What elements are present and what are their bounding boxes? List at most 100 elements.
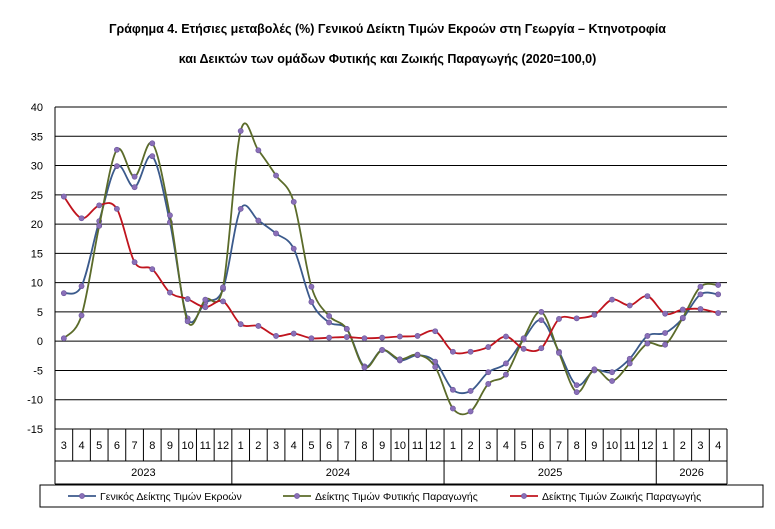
data-point-series-2 (538, 309, 545, 315)
x-tick-label: 6 (538, 440, 544, 452)
data-point-series-2 (697, 283, 704, 290)
data-point-series-3 (662, 310, 669, 317)
legend-swatch-marker (294, 493, 300, 499)
data-point-series-2 (644, 340, 651, 347)
x-tick-label: 5 (521, 440, 527, 452)
data-point-series-2 (255, 147, 262, 154)
data-point-series-2 (184, 318, 191, 325)
y-tick-label: 40 (31, 102, 43, 114)
data-point-series-3 (60, 193, 67, 200)
data-point-series-3 (697, 306, 704, 312)
data-point-series-3 (626, 302, 633, 309)
data-point-series-1 (149, 153, 156, 160)
x-tick-label: 12 (217, 440, 229, 452)
data-point-series-2 (626, 360, 633, 367)
x-tick-label: 4 (503, 440, 509, 452)
year-label: 2023 (131, 467, 155, 479)
x-tick-label: 3 (697, 440, 703, 452)
data-point-series-1 (538, 317, 545, 324)
data-point-series-2 (202, 296, 209, 303)
data-point-series-2 (379, 347, 386, 353)
data-point-series-2 (715, 282, 722, 288)
data-point-series-1 (715, 291, 722, 298)
data-point-series-1 (573, 382, 580, 388)
x-tick-label: 10 (394, 440, 406, 452)
data-point-series-2 (326, 313, 333, 319)
data-point-series-2 (78, 312, 85, 319)
data-point-series-2 (290, 198, 297, 205)
data-point-series-2 (432, 364, 439, 370)
x-tick-label: 2 (468, 440, 474, 452)
data-point-series-2 (149, 140, 156, 147)
x-tick-label: 9 (591, 440, 597, 452)
data-point-series-3 (432, 328, 439, 335)
data-point-series-1 (60, 290, 67, 297)
y-tick-label: 25 (31, 190, 43, 202)
series-line-3 (63, 196, 719, 355)
y-tick-label: 30 (31, 161, 43, 173)
data-point-series-1 (78, 283, 85, 290)
data-point-series-2 (396, 356, 403, 363)
data-point-series-2 (60, 335, 67, 342)
data-point-series-2 (556, 349, 562, 356)
data-point-series-2 (520, 335, 527, 342)
legend-label: Δείκτης Τιμών Φυτικής Παραγωγής (315, 491, 478, 503)
y-tick-label: -5 (33, 365, 43, 377)
x-tick-label: 1 (238, 440, 244, 452)
legend-swatch-marker (521, 493, 527, 499)
data-point-series-1 (485, 369, 492, 376)
data-point-series-2 (361, 364, 368, 371)
y-tick-label: 5 (37, 307, 43, 319)
data-point-series-1 (131, 184, 138, 191)
x-tick-label: 11 (624, 440, 635, 452)
data-point-series-1 (273, 230, 279, 237)
data-point-series-3 (149, 266, 156, 273)
year-label: 2026 (679, 467, 703, 479)
data-point-series-1 (609, 369, 615, 376)
x-tick-label: 3 (273, 440, 279, 452)
data-point-series-3 (485, 344, 492, 350)
data-point-series-3 (379, 334, 386, 341)
series-line-1 (63, 154, 719, 395)
data-point-series-2 (220, 284, 226, 291)
data-point-series-3 (361, 335, 368, 342)
data-point-series-1 (113, 163, 120, 170)
x-tick-label: 2 (255, 440, 261, 452)
data-point-series-3 (131, 259, 138, 266)
legend-label: Δείκτης Τιμών Ζωικής Παραγωγής (542, 491, 701, 503)
data-point-series-3 (414, 333, 421, 339)
data-point-series-3 (556, 316, 562, 322)
data-point-series-3 (679, 306, 686, 313)
data-point-series-1 (449, 386, 456, 393)
data-point-series-3 (467, 348, 474, 355)
data-point-series-3 (202, 304, 209, 311)
data-point-series-2 (609, 378, 615, 384)
data-point-series-3 (644, 293, 651, 300)
data-point-series-3 (449, 348, 456, 355)
year-label: 2025 (538, 467, 562, 479)
data-point-series-1 (662, 330, 669, 336)
data-point-series-2 (662, 341, 669, 348)
legend-label: Γενικός Δείκτης Τιμών Εκροών (100, 491, 242, 503)
data-point-series-3 (184, 296, 191, 302)
data-point-series-2 (273, 172, 279, 179)
x-tick-label: 12 (641, 440, 653, 452)
x-tick-label: 8 (361, 440, 367, 452)
x-tick-label: 9 (379, 440, 385, 452)
data-point-series-3 (396, 333, 403, 340)
x-tick-label: 8 (574, 440, 580, 452)
data-point-series-1 (237, 205, 244, 212)
x-tick-label: 10 (182, 440, 194, 452)
data-point-series-1 (697, 291, 704, 298)
data-point-series-3 (113, 205, 120, 212)
data-point-series-3 (96, 202, 103, 209)
data-point-series-3 (343, 334, 350, 340)
x-tick-label: 4 (78, 440, 84, 452)
x-tick-label: 11 (200, 440, 211, 452)
data-point-series-1 (644, 333, 651, 339)
x-tick-label: 11 (412, 440, 423, 452)
data-point-series-2 (308, 283, 315, 290)
data-point-series-3 (273, 333, 279, 339)
data-point-series-3 (290, 330, 297, 337)
